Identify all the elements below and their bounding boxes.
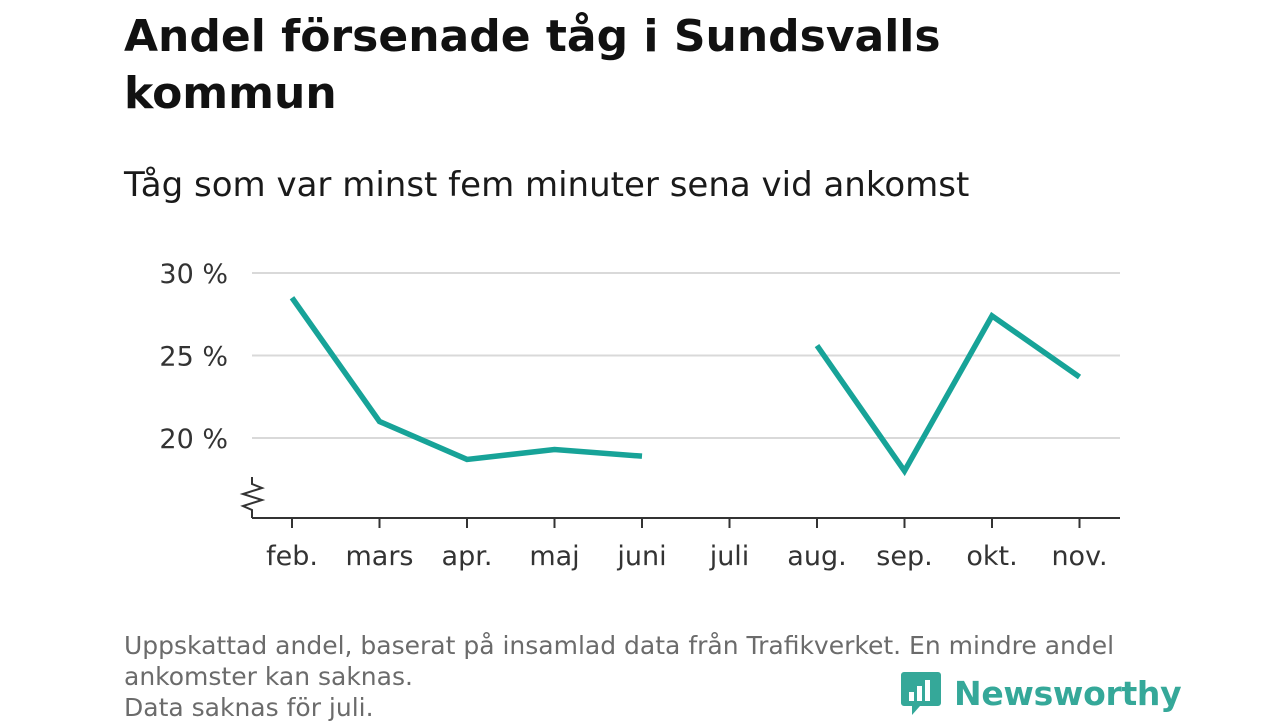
bar-chart-speech-bubble-icon xyxy=(900,670,942,716)
line-chart: 20 % 25 % 30 % feb. mars apr. maj juni juli aug.… xyxy=(0,0,1280,620)
series-line-segment xyxy=(292,298,642,460)
y-axis-labels: 20 % 25 % 30 % xyxy=(159,259,228,455)
series-line-segment xyxy=(817,316,1080,471)
x-tick-label: feb. xyxy=(266,541,318,572)
x-tick-label: sep. xyxy=(876,541,932,572)
x-tick-label: aug. xyxy=(787,541,846,572)
x-tick-label: mars xyxy=(345,541,413,572)
x-tick-label: okt. xyxy=(966,541,1017,572)
logo-text: Newsworthy xyxy=(954,674,1181,713)
y-tick-label: 25 % xyxy=(159,342,228,373)
footer-note-1: Uppskattad andel, baserat på insamlad da… xyxy=(124,630,1164,661)
data-series xyxy=(292,298,1080,471)
x-tick-label: juli xyxy=(709,541,750,572)
x-tick-label: juni xyxy=(616,541,666,572)
newsworthy-logo: Newsworthy xyxy=(900,670,1181,716)
x-tick-label: apr. xyxy=(442,541,493,572)
axis-break-icon xyxy=(243,477,262,518)
x-axis xyxy=(243,477,1120,528)
x-axis-labels: feb. mars apr. maj juni juli aug. sep. okt. nov. xyxy=(266,541,1107,572)
gridlines xyxy=(252,273,1120,438)
y-tick-label: 30 % xyxy=(159,259,228,290)
x-tick-label: nov. xyxy=(1051,541,1107,572)
y-tick-label: 20 % xyxy=(159,424,228,455)
x-tick-label: maj xyxy=(529,541,579,572)
